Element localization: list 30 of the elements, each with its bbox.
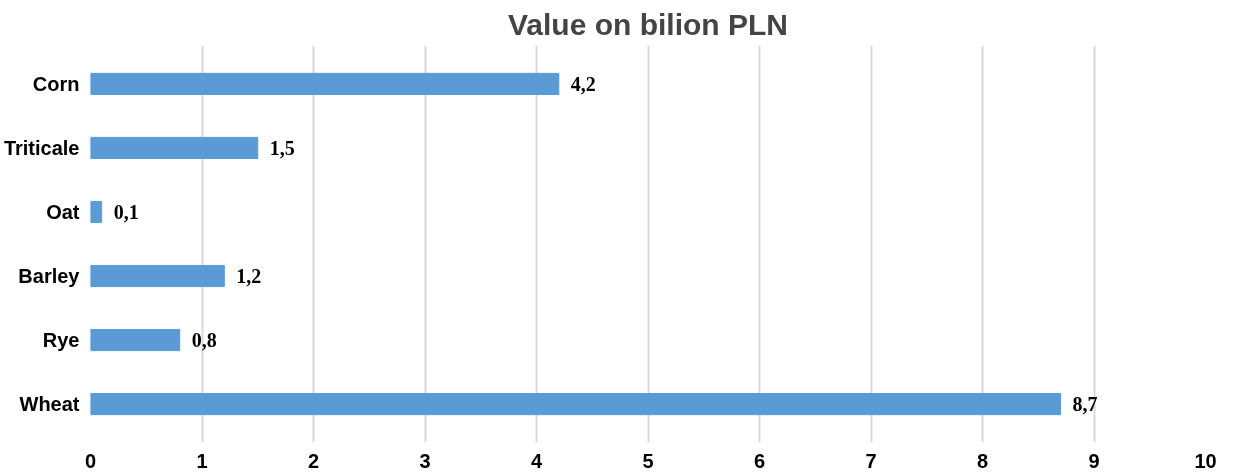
data-label: 8,7	[1072, 393, 1098, 416]
x-tick-label: 1	[196, 449, 208, 472]
x-tick-label: 8	[976, 449, 989, 472]
x-tick-label: 9	[1088, 449, 1100, 472]
bar	[90, 328, 181, 352]
x-tick-label: 0	[84, 449, 97, 472]
data-label: 1,5	[269, 136, 295, 159]
data-label: 1,2	[236, 265, 262, 288]
data-label: 0,1	[113, 200, 139, 223]
bar	[90, 136, 259, 160]
x-tick-label: 3	[419, 449, 431, 472]
bar	[90, 72, 560, 95]
bar	[90, 200, 103, 224]
x-tick-label: 5	[642, 449, 654, 472]
bar	[90, 393, 1062, 416]
y-tick-label: Rye	[42, 329, 80, 352]
data-label: 0,8	[191, 329, 217, 352]
y-tick-label: Barley	[18, 265, 81, 288]
y-tick-label: Wheat	[19, 393, 80, 416]
data-label: 4,2	[570, 72, 596, 95]
x-tick-label: 10	[1194, 449, 1217, 472]
y-tick-label: Triticale	[3, 136, 80, 159]
x-tick-label: 4	[530, 449, 543, 472]
x-tick-label: 6	[753, 449, 766, 472]
x-tick-label: 2	[307, 449, 320, 472]
bar	[90, 264, 225, 288]
x-tick-label: 7	[865, 449, 877, 472]
chart-title: Value on bilion PLN	[507, 7, 789, 41]
y-tick-label: Corn	[32, 72, 80, 95]
y-tick-label: Oat	[46, 200, 80, 223]
